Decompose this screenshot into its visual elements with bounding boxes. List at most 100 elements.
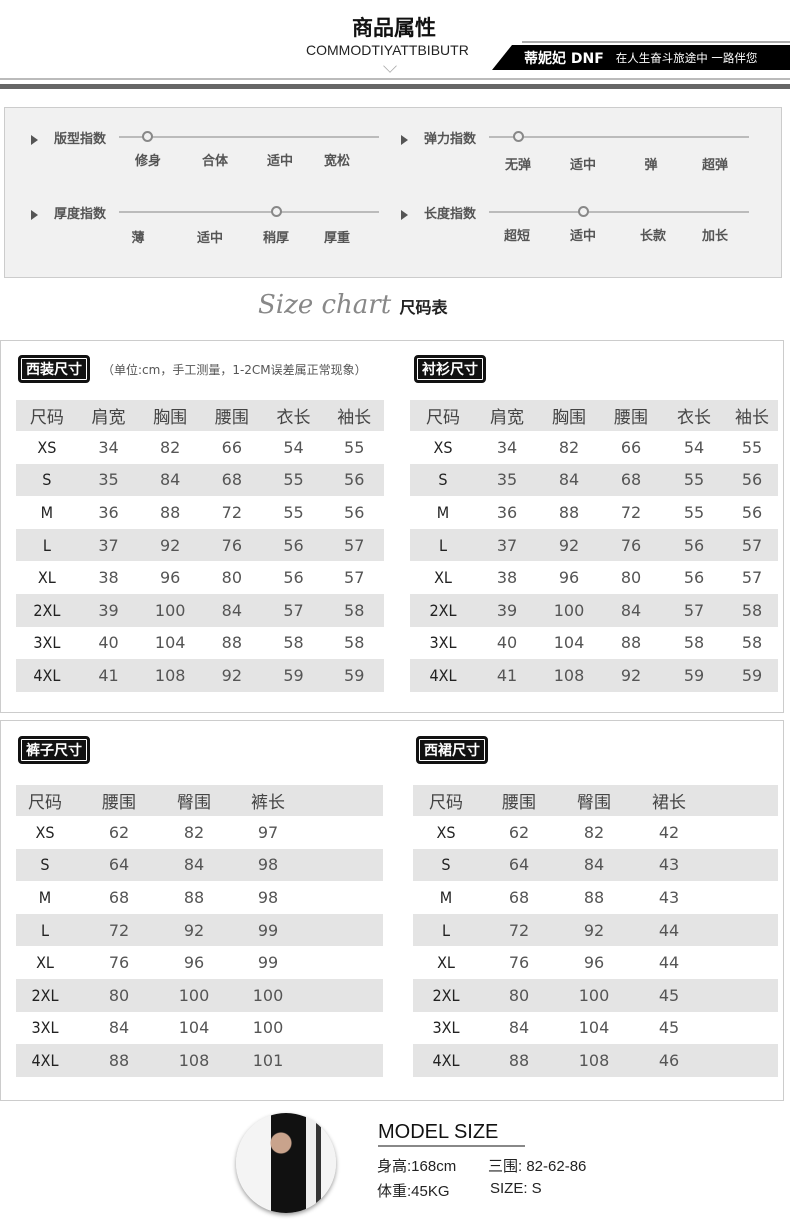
table-cell: 56	[683, 568, 705, 588]
table-cell: 104	[154, 633, 186, 653]
table-cell: 100	[178, 985, 210, 1005]
slider-knob	[271, 206, 282, 217]
table-cell: 68	[221, 470, 243, 490]
table-cell: 59	[741, 665, 763, 685]
attributes-panel: 版型指数 修身 合体 适中 宽松 弹力指数 无弹 适中弹超弹 厚度指数薄适中 稍厚 厚重 长度指数 超短…	[4, 107, 782, 278]
table-row: 3XL 40 104 88 58 58	[16, 627, 384, 660]
header-cell: 肩宽	[490, 408, 524, 428]
tops-size-box	[0, 340, 784, 713]
table-cell: 92	[558, 535, 580, 555]
table-cell: 72	[508, 920, 530, 940]
table-row: XS 62 82 97	[16, 816, 383, 849]
table-cell: 108	[154, 665, 186, 685]
table-cell: XL	[36, 953, 54, 973]
table-cell: 34	[496, 437, 518, 457]
table-cell: 84	[620, 600, 642, 620]
header-cell: 臀围	[577, 793, 611, 813]
slider-track	[489, 136, 749, 138]
table-cell: M	[40, 502, 54, 522]
table-cell: 98	[257, 887, 279, 907]
table-cell: 34	[98, 437, 119, 457]
table-cell: 80	[221, 568, 243, 588]
table-cell: XL	[37, 568, 56, 588]
table-cell: 72	[620, 502, 642, 522]
table-cell: 96	[183, 953, 205, 973]
table-row: XS 62 82 42	[413, 816, 778, 849]
table-cell: 4XL	[33, 665, 61, 685]
table-cell: 99	[257, 953, 279, 973]
table-cell: 42	[658, 822, 680, 842]
table-row: 3XL 40 104 88 58 58	[410, 627, 778, 660]
table-row: S 35 84 68 55 56	[16, 463, 384, 497]
table-cell: 100	[154, 600, 186, 620]
slider-knob	[142, 131, 153, 142]
table-cell: 40	[98, 633, 119, 653]
table-cell: 96	[160, 568, 181, 588]
triangle-icon	[401, 135, 408, 145]
table-cell: 36	[496, 502, 518, 522]
table-cell: 55	[344, 437, 365, 457]
attribute-option: 适中	[569, 158, 597, 173]
table-cell: 54	[283, 437, 304, 457]
table-cell: 57	[741, 568, 763, 588]
attribute-label: 弹力指数	[424, 132, 477, 147]
table-row: XL 38 96 80 56 57	[16, 561, 384, 594]
table-cell: S	[441, 855, 451, 875]
table-cell: 54	[683, 437, 705, 457]
table-cell: 56	[344, 502, 365, 522]
table-cell: 100	[252, 985, 284, 1005]
header-cell: 腰围	[214, 408, 249, 428]
attribute-option: 适中	[196, 231, 224, 246]
table-cell: 2XL	[33, 600, 61, 620]
table-cell: 36	[98, 502, 119, 522]
table-tag: 西装尺寸	[18, 355, 90, 383]
table-row: 2XL 80 100 100	[16, 978, 383, 1012]
table-cell: 82	[160, 437, 181, 457]
table-row: XS 34 82 66 54 55	[410, 431, 778, 464]
table-cell: 84	[183, 855, 205, 875]
attribute-option: 修身	[134, 154, 162, 169]
table-cell: 104	[553, 633, 585, 653]
slider-track	[119, 136, 379, 138]
table-cell: 40	[496, 633, 518, 653]
table-cell: 76	[508, 953, 530, 973]
table-cell: 2XL	[432, 985, 460, 1005]
table-cell: 99	[257, 920, 279, 940]
table-cell: 96	[583, 953, 605, 973]
table-cell: 92	[183, 920, 205, 940]
table-cell: 59	[683, 665, 705, 685]
header-cell: 袖长	[337, 408, 372, 428]
table-row: M 36 88 72 55 56	[16, 496, 384, 529]
table-cell: 3XL	[31, 1018, 59, 1038]
table-cell: 76	[221, 535, 243, 555]
table-cell: 100	[578, 985, 610, 1005]
table-cell: 59	[344, 665, 365, 685]
table-cell: XS	[436, 822, 456, 842]
table-cell: 59	[283, 665, 304, 685]
table-cell: 45	[658, 985, 680, 1005]
header-cell: 腰围	[502, 793, 536, 813]
table-cell: 82	[558, 437, 580, 457]
table-tag: 衬衫尺寸	[414, 355, 486, 383]
table-header: 尺码 腰围 臀围 裤长	[16, 785, 383, 816]
table-cell: 66	[620, 437, 642, 457]
table-header: 尺码 腰围 臀围 裙长	[413, 785, 778, 816]
header-cell: 尺码	[426, 408, 460, 428]
header-cell: 尺码	[29, 408, 64, 428]
table-cell: 92	[221, 665, 243, 685]
table-header: 尺码 肩宽 胸围 腰围 衣长 袖长	[16, 400, 384, 431]
table-row: S 64 84 43	[413, 848, 778, 882]
attribute-option: 超弹	[701, 158, 729, 173]
table-cell: 45	[658, 1018, 680, 1038]
table-row: L 37 92 76 56 57	[410, 528, 778, 562]
attribute-option: 适中	[569, 229, 597, 244]
table-cell: 57	[344, 568, 365, 588]
table-cell: 80	[620, 568, 642, 588]
attribute-option: 合体	[201, 154, 229, 169]
table-row: L 72 92 44	[413, 913, 778, 947]
table-cell: 56	[283, 568, 304, 588]
header-cell: 袖长	[735, 408, 769, 428]
table-cell: 68	[108, 887, 130, 907]
slider-knob	[578, 206, 589, 217]
divider	[0, 84, 790, 89]
